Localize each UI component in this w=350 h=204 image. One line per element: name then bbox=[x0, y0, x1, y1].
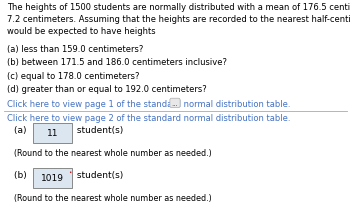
Text: (c) equal to 178.0 centimeters?: (c) equal to 178.0 centimeters? bbox=[7, 71, 140, 80]
Text: (a): (a) bbox=[14, 125, 29, 134]
Text: (b) between 171.5 and 186.0 centimeters inclusive?: (b) between 171.5 and 186.0 centimeters … bbox=[7, 58, 227, 67]
Text: (Round to the nearest whole number as needed.): (Round to the nearest whole number as ne… bbox=[14, 148, 212, 157]
Text: The heights of 1500 students are normally distributed with a mean of 176.5 centi: The heights of 1500 students are normall… bbox=[7, 3, 350, 35]
Text: student(s): student(s) bbox=[74, 170, 123, 179]
Text: •: • bbox=[68, 170, 72, 174]
Text: student(s): student(s) bbox=[74, 125, 123, 134]
Text: (d) greater than or equal to 192.0 centimeters?: (d) greater than or equal to 192.0 centi… bbox=[7, 85, 207, 94]
Text: Click here to view page 1 of the standard normal distribution table.: Click here to view page 1 of the standar… bbox=[7, 100, 290, 109]
Text: (a) less than 159.0 centimeters?: (a) less than 159.0 centimeters? bbox=[7, 45, 143, 54]
Text: 11: 11 bbox=[47, 128, 58, 137]
Text: Click here to view page 2 of the standard normal distribution table.: Click here to view page 2 of the standar… bbox=[7, 113, 290, 122]
Text: (b): (b) bbox=[14, 170, 30, 179]
Text: 1019: 1019 bbox=[41, 173, 64, 182]
Text: ...: ... bbox=[172, 100, 178, 106]
Text: (Round to the nearest whole number as needed.): (Round to the nearest whole number as ne… bbox=[14, 193, 212, 202]
